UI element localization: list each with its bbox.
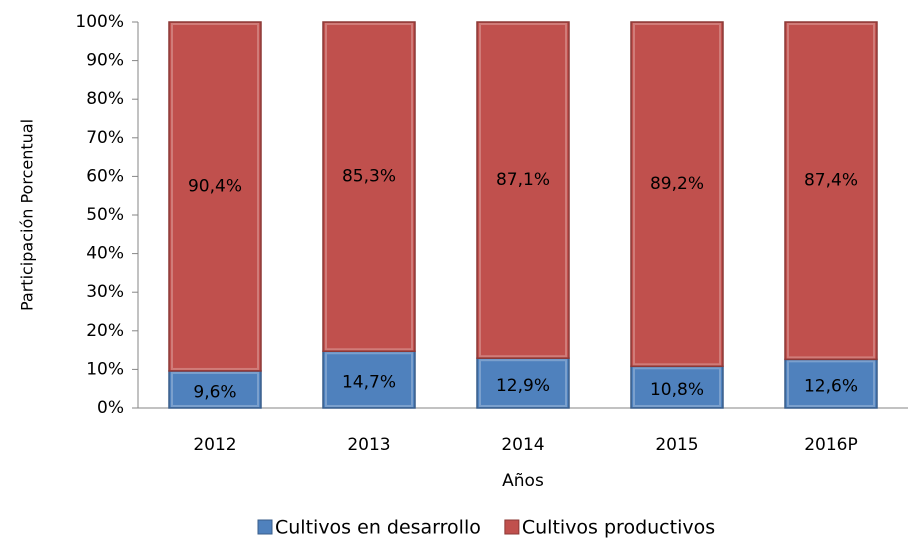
bar-segment [168,21,262,372]
value-label: 85,3% [342,167,396,187]
bar-highlight [325,23,413,351]
y-tick-label: 70% [86,128,124,148]
y-tick-label: 20% [86,321,124,341]
x-tick-label: 2016P [804,435,858,455]
y-tick-label: 90% [86,51,124,71]
legend-label: Cultivos en desarrollo [275,517,481,539]
bar-highlight [633,367,721,408]
legend-label: Cultivos productivos [522,517,715,539]
x-tick-label: 2014 [501,435,544,455]
value-label: 89,2% [650,174,704,194]
bar-highlight [171,371,259,407]
y-tick-label: 0% [97,398,124,418]
bar-segment [476,357,570,409]
bar-segment [630,21,724,368]
bar-segment [476,21,570,359]
legend-swatch [257,519,273,535]
y-tick-label: 10% [86,359,124,379]
bar-segment [784,358,878,409]
bar-highlight [171,23,259,370]
bar-highlight [787,23,875,359]
y-tick-label: 80% [86,89,124,109]
y-tick-label: 60% [86,166,124,186]
y-tick-label: 100% [75,12,124,32]
value-label: 90,4% [188,176,242,196]
x-tick-label: 2015 [655,435,698,455]
bar-segment [630,365,724,409]
value-label: 87,1% [496,170,550,190]
value-label: 10,8% [650,380,704,400]
legend-swatch [504,519,520,535]
bar-highlight [325,352,413,407]
x-tick-label: 2012 [193,435,236,455]
y-tick-label: 40% [86,244,124,264]
value-label: 12,6% [804,377,858,397]
y-tick-label: 30% [86,282,124,302]
bar-highlight [633,23,721,366]
bar-highlight [479,359,567,407]
bar-highlight [479,23,567,358]
bar-highlight [787,360,875,408]
bar-segment [168,370,262,409]
bar-segment [322,21,416,353]
value-label: 12,9% [496,376,550,396]
value-label: 14,7% [342,373,396,393]
bar-segment [322,350,416,409]
bar-segment [784,21,878,361]
value-label: 9,6% [193,382,236,402]
y-axis-label: Participación Porcentual [18,119,37,311]
value-label: 87,4% [804,171,858,191]
y-tick-label: 50% [86,205,124,225]
x-axis-label: Años [502,471,544,491]
x-tick-label: 2013 [347,435,390,455]
